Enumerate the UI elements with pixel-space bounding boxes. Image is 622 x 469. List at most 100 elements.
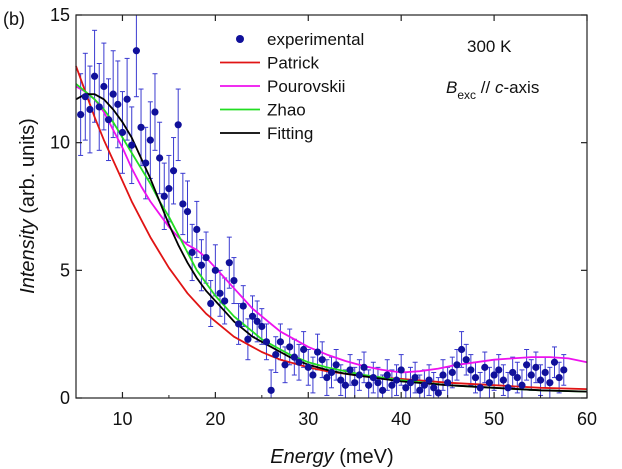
data-point xyxy=(416,386,424,394)
data-point xyxy=(188,248,196,257)
field-parallel: // xyxy=(476,78,495,97)
legend-label-zhao: Zhao xyxy=(267,101,306,120)
data-point xyxy=(365,381,373,389)
data-point xyxy=(560,366,568,374)
data-point xyxy=(234,320,243,328)
data-point xyxy=(425,376,433,384)
data-point xyxy=(374,379,382,387)
data-point xyxy=(160,192,168,200)
y-axis-name: Intensity xyxy=(17,218,39,293)
data-point xyxy=(81,93,89,101)
data-point xyxy=(211,266,219,274)
legend-label-experimental: experimental xyxy=(267,30,364,49)
series-line-pourovskii xyxy=(75,85,588,374)
data-point xyxy=(402,384,410,392)
data-point xyxy=(327,368,336,377)
legend-label-pourovskii: Pourovskii xyxy=(267,77,345,96)
y-axis-title: Intensity (arb. units) xyxy=(17,118,39,294)
data-point xyxy=(244,335,252,343)
data-point xyxy=(100,82,108,91)
data-point xyxy=(523,361,531,369)
data-point xyxy=(420,381,429,389)
data-point xyxy=(462,356,470,364)
data-point xyxy=(221,297,229,305)
data-point xyxy=(555,373,563,382)
data-point xyxy=(114,100,122,108)
x-tick-label: 40 xyxy=(391,409,411,429)
x-tick-label: 50 xyxy=(484,409,504,429)
data-point xyxy=(383,371,391,379)
data-point xyxy=(490,371,498,379)
field-axis-rest: -axis xyxy=(503,78,539,97)
data-point xyxy=(499,376,507,384)
data-point xyxy=(286,343,294,351)
data-point xyxy=(267,386,275,394)
data-point xyxy=(239,302,247,310)
field-annotation: Bexc // c-axis xyxy=(446,78,539,102)
field-axis-letter: c xyxy=(495,78,504,97)
data-point xyxy=(272,350,280,359)
x-axis-unit: (meV) xyxy=(339,446,393,468)
experimental-points-layer xyxy=(77,47,568,397)
data-point xyxy=(207,299,215,308)
data-point xyxy=(476,384,484,392)
data-point xyxy=(448,368,456,377)
data-point xyxy=(439,371,447,379)
data-point xyxy=(318,356,326,364)
data-point xyxy=(332,361,340,369)
data-point xyxy=(230,276,238,285)
data-point xyxy=(513,373,521,382)
x-tick-label: 60 xyxy=(577,409,597,429)
data-point xyxy=(304,363,312,371)
axis-ticks-layer: 10 20 30 40 50 60 0 5 10 15 xyxy=(50,5,597,429)
data-point xyxy=(169,167,178,175)
data-point xyxy=(313,348,322,356)
data-point xyxy=(248,312,257,320)
legend: experimental Patrick Pourovskii Zhao Fitting xyxy=(220,30,364,143)
data-point xyxy=(225,259,233,267)
temperature-annotation: 300 K xyxy=(467,37,512,56)
data-point xyxy=(337,376,345,384)
data-point xyxy=(397,366,405,374)
data-point xyxy=(369,373,377,382)
field-subscript: exc xyxy=(457,88,476,102)
data-point xyxy=(504,384,512,392)
x-tick-label: 20 xyxy=(205,409,225,429)
panel-label: (b) xyxy=(3,9,25,29)
data-point xyxy=(174,121,182,129)
x-axis-name: Energy xyxy=(270,446,334,468)
data-point xyxy=(355,371,363,379)
data-point xyxy=(156,154,164,162)
data-point xyxy=(290,353,298,361)
data-point xyxy=(467,366,475,374)
plot-frame xyxy=(75,14,588,399)
x-axis-title: Energy (meV) xyxy=(270,446,393,468)
y-tick-label: 10 xyxy=(50,133,70,153)
series-line-zhao xyxy=(75,83,588,393)
data-point xyxy=(550,358,559,366)
data-point xyxy=(392,376,401,384)
data-point xyxy=(509,368,517,377)
data-point xyxy=(518,381,526,389)
data-point xyxy=(346,366,354,374)
data-point xyxy=(276,338,284,346)
data-point xyxy=(90,72,99,80)
data-point xyxy=(341,381,350,389)
data-point xyxy=(142,159,150,167)
x-tick-label: 30 xyxy=(298,409,318,429)
legend-label-patrick: Patrick xyxy=(267,54,319,73)
data-point xyxy=(295,358,303,366)
data-point xyxy=(388,381,396,389)
y-tick-label: 5 xyxy=(60,260,70,280)
y-tick-label: 15 xyxy=(50,5,70,25)
data-point xyxy=(118,128,127,137)
data-point xyxy=(411,373,419,382)
data-point xyxy=(146,136,154,144)
legend-marker-experimental xyxy=(236,35,244,43)
data-point xyxy=(323,373,331,382)
data-point xyxy=(165,185,173,193)
data-point xyxy=(86,105,94,114)
data-point xyxy=(309,371,317,379)
data-point xyxy=(262,338,271,346)
data-point xyxy=(536,376,545,384)
